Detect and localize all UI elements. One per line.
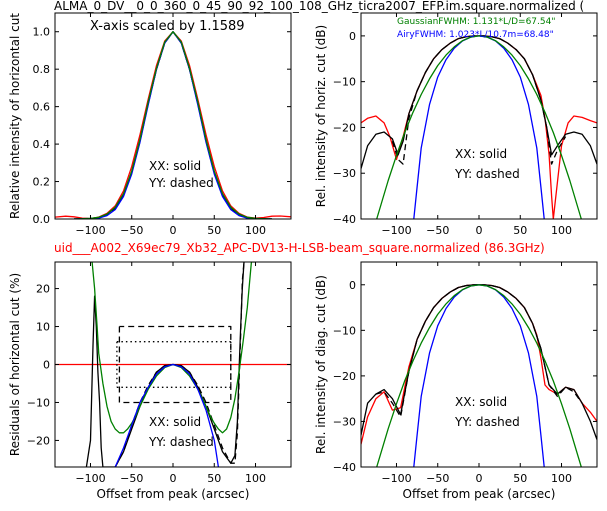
axes-frame <box>360 261 598 468</box>
y-tick-label: −10 <box>27 396 50 409</box>
y-tick-label: 0 <box>349 30 356 43</box>
series-line-black-dashed <box>375 284 583 418</box>
y-tick-label: 20 <box>36 283 50 296</box>
y-tick-label: −20 <box>333 121 356 134</box>
y-tick-label: 0.4 <box>33 138 51 151</box>
legend-text: YY: dashed <box>454 415 520 429</box>
y-tick-label: −40 <box>333 213 356 226</box>
y-tick-label: 0 <box>349 279 356 292</box>
x-tick-label: 0 <box>170 472 177 485</box>
y-tick-label: 0 <box>43 359 50 372</box>
x-tick-label: −50 <box>120 472 143 485</box>
series-line-black-dashed <box>118 325 232 404</box>
y-axis-label: Rel. intensity of horiz. cut (dB) <box>314 25 328 207</box>
x-tick-label: 100 <box>551 224 572 237</box>
fwhm-annotation: AiryFWHM: 1.023*L/10.7m=68.48" <box>397 30 554 40</box>
x-tick-label: −100 <box>381 472 411 485</box>
axes-frame <box>360 12 598 220</box>
x-tick-label: 0 <box>476 224 483 237</box>
series-group <box>361 284 597 467</box>
series-line-red <box>55 31 291 219</box>
x-tick-label: 0 <box>476 472 483 485</box>
chart-p1: −100 −50 0 50 100 0.0 0.2 0.4 0.6 0.8 1.0 Relative … <box>8 12 292 237</box>
x-tick-label: 100 <box>551 472 572 485</box>
series-line-red <box>361 35 597 219</box>
series-line-blue <box>413 284 545 467</box>
legend-text: XX: solid <box>455 147 507 161</box>
scale-annotation: X-axis scaled by 1.1589 <box>90 19 245 34</box>
x-axis-label: Offset from peak (arcsec) <box>403 487 556 501</box>
x-tick-label: −50 <box>426 472 449 485</box>
y-tick-label: 0.2 <box>33 176 51 189</box>
legend-text: YY: dashed <box>148 176 214 190</box>
y-axis-label: Relative intensity of horizontal cut <box>8 13 22 219</box>
y-tick-label: 0.0 <box>33 213 51 226</box>
x-tick-label: 50 <box>207 224 221 237</box>
series-group <box>55 31 291 219</box>
series-line-green <box>73 31 273 219</box>
x-tick-label: 0 <box>170 224 177 237</box>
legend-text: XX: solid <box>149 159 201 173</box>
series-group <box>55 262 291 467</box>
y-tick-label: 0.6 <box>33 101 51 114</box>
series-line-black <box>73 31 273 219</box>
x-tick-label: 100 <box>245 472 266 485</box>
x-tick-label: −100 <box>381 224 411 237</box>
series-line-green <box>376 35 582 219</box>
y-axis-label: Rel. intensity of diag. cut (dB) <box>314 275 328 454</box>
legend-text: XX: solid <box>455 395 507 409</box>
x-axis-label: Offset from peak (arcsec) <box>97 487 250 501</box>
series-line-green <box>376 284 582 467</box>
y-tick-label: 10 <box>36 321 50 334</box>
x-tick-label: −100 <box>75 224 105 237</box>
y-tick-label: −30 <box>333 415 356 428</box>
legend-text: YY: dashed <box>454 167 520 181</box>
x-tick-label: −100 <box>75 472 105 485</box>
x-tick-label: −50 <box>426 224 449 237</box>
x-tick-label: 100 <box>245 224 266 237</box>
legend-text: XX: solid <box>149 415 201 429</box>
y-tick-label: 0.8 <box>33 63 51 76</box>
y-tick-label: −30 <box>333 167 356 180</box>
series-line-blue <box>73 31 273 219</box>
series-group <box>361 35 597 219</box>
x-tick-label: 50 <box>207 472 221 485</box>
x-tick-label: 50 <box>513 224 527 237</box>
figure-title: ALMA_0_DV__0_0_360_0_45_90_92_100_108_GH… <box>54 0 584 13</box>
y-tick-label: −20 <box>27 434 50 447</box>
y-tick-label: −40 <box>333 461 356 474</box>
y-tick-label: −20 <box>333 370 356 383</box>
x-tick-label: −50 <box>120 224 143 237</box>
y-tick-label: −10 <box>333 76 356 89</box>
y-axis-label: Residuals of horizontal cut (%) <box>8 273 22 456</box>
series-line-blue <box>413 35 545 219</box>
x-tick-label: 50 <box>513 472 527 485</box>
y-tick-label: −10 <box>333 324 356 337</box>
series-line-black-dashed <box>73 31 273 219</box>
series-line-blue <box>114 363 220 467</box>
fwhm-annotation: GaussianFWHM: 1.131*L/D=67.54" <box>397 17 555 27</box>
legend-text: YY: dashed <box>148 435 214 449</box>
y-tick-label: 1.0 <box>33 26 51 39</box>
chart-panels: −100 −50 0 50 1000.00.20.40.60.81.0Relative … <box>8 12 598 501</box>
subplot-title: uid___A002_X69ec79_Xb32_APC-DV13-H-LSB-b… <box>54 241 545 255</box>
